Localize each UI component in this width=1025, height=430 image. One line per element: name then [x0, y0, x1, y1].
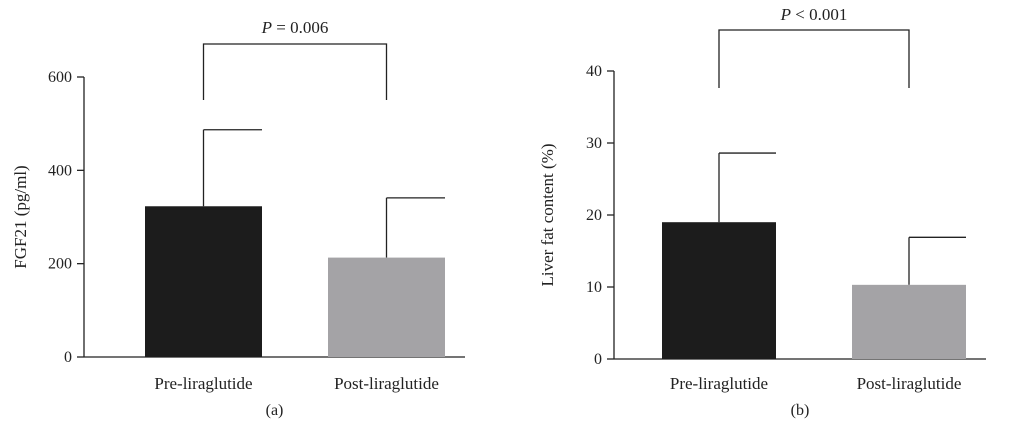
p-symbol: P — [780, 5, 791, 24]
y-tick-label: 30 — [586, 135, 602, 152]
y-tick-label: 600 — [48, 69, 72, 86]
panel-b: 0 10 20 30 40 Liver fat content (%) Pre-liragl… — [538, 5, 986, 419]
significance-label: P = 0.006 — [261, 18, 329, 37]
p-symbol: P — [261, 18, 272, 37]
panel-a: 0 200 400 600 FGF21 (pg/ml) Pre-liraglutide Po… — [11, 18, 465, 419]
significance-label: P < 0.001 — [780, 5, 848, 24]
y-tick-label: 0 — [594, 351, 602, 368]
y-tick-label: 200 — [48, 256, 72, 273]
bar-pre-liraglutide — [145, 206, 262, 357]
y-tick-label: 40 — [586, 63, 602, 80]
category-label: Pre-liraglutide — [670, 374, 768, 393]
panel-label: (b) — [791, 402, 810, 419]
bar-pre-liraglutide — [662, 222, 776, 359]
y-tick-label: 400 — [48, 162, 72, 179]
significance-bracket — [202, 43, 388, 100]
p-value: < 0.001 — [791, 5, 847, 24]
category-label: Post-liraglutide — [857, 374, 962, 393]
category-label: Post-liraglutide — [334, 374, 439, 393]
p-value: = 0.006 — [272, 18, 328, 37]
bar-post-liraglutide — [852, 284, 966, 359]
y-tick-label: 20 — [586, 207, 602, 224]
significance-bracket — [718, 29, 910, 88]
y-axis-title: FGF21 (pg/ml) — [11, 165, 30, 268]
y-tick-label: 0 — [64, 349, 72, 366]
category-label: Pre-liraglutide — [154, 374, 252, 393]
bar-post-liraglutide — [328, 257, 445, 357]
panel-label: (a) — [266, 402, 284, 419]
y-axis-title: Liver fat content (%) — [538, 143, 557, 286]
y-tick-label: 10 — [586, 279, 602, 296]
